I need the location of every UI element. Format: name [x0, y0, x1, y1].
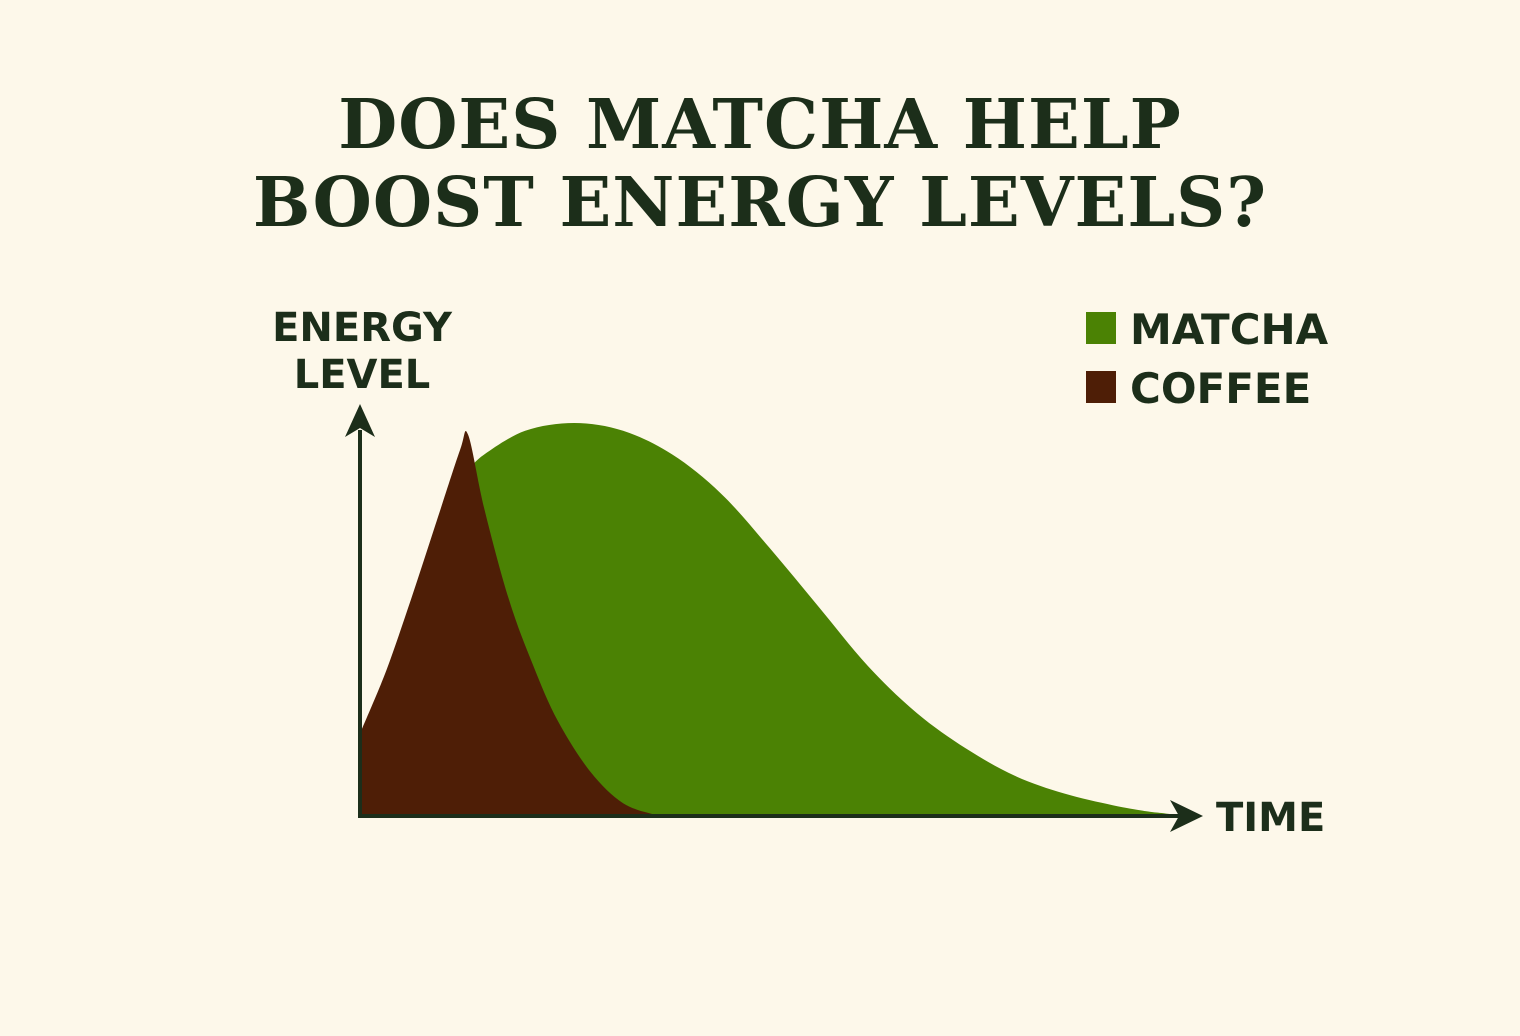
legend-swatch-coffee [1086, 371, 1116, 403]
y-axis-arrowhead [345, 404, 375, 437]
x-axis-arrowhead [1170, 800, 1203, 832]
area-coffee [362, 430, 656, 815]
y-axis-label-line-2: LEVEL [294, 352, 431, 398]
chart-areas [362, 423, 1179, 815]
chart-title-line-2: BOOST ENERGY LEVELS? [252, 163, 1268, 243]
legend-label-matcha: MATCHA [1130, 305, 1329, 354]
x-axis-label: TIME [1216, 795, 1325, 841]
chart-title: DOES MATCHA HELP BOOST ENERGY LEVELS? [0, 86, 1520, 242]
legend-swatch-matcha [1086, 312, 1116, 344]
legend-label-coffee: COFFEE [1130, 364, 1311, 413]
legend: MATCHA COFFEE [1086, 305, 1329, 413]
chart-title-line-1: DOES MATCHA HELP [338, 85, 1182, 165]
area-matcha [468, 423, 1179, 815]
y-axis-label-line-1: ENERGY [272, 305, 453, 351]
